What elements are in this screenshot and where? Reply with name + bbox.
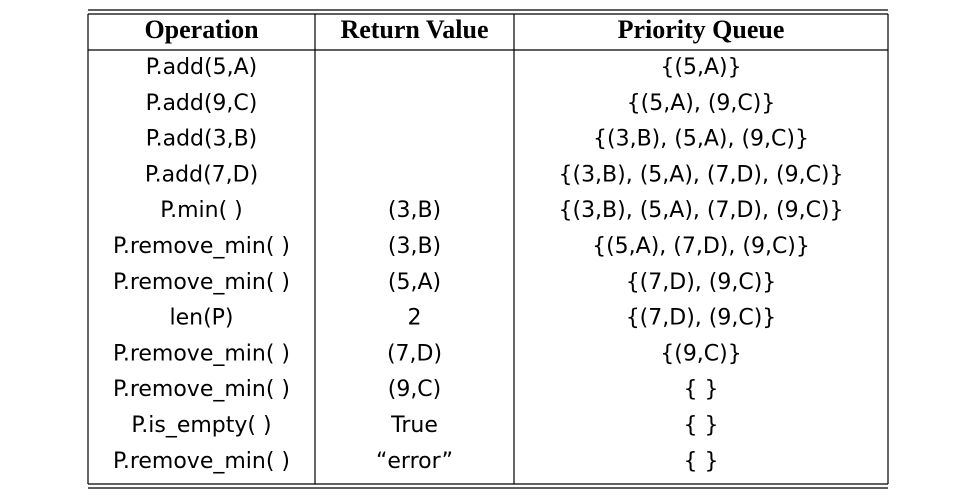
cell: (3,B) [388, 234, 441, 259]
cell: P.add(9,C) [146, 91, 258, 116]
cell: P.remove_min( ) [113, 449, 290, 474]
cell: {(5,A), (7,D), (9,C)} [592, 234, 810, 259]
cell: {(5,A)} [660, 55, 741, 80]
cell: P.is_empty( ) [131, 413, 271, 438]
cell: {(7,D), (9,C)} [626, 270, 777, 295]
cell: 2 [408, 306, 422, 331]
cell: P.add(5,A) [146, 55, 257, 80]
cell: (3,B) [388, 198, 441, 223]
cell: (7,D) [387, 341, 442, 366]
cell: “error” [376, 449, 453, 474]
cell: P.add(3,B) [146, 127, 258, 152]
header-cell: Operation [144, 15, 259, 44]
cell: {(3,B), (5,A), (9,C)} [593, 127, 809, 152]
cell: (5,A) [388, 270, 441, 295]
cell: {(5,A), (9,C)} [627, 91, 776, 116]
cell: P.remove_min( ) [113, 270, 290, 295]
cell: P.remove_min( ) [113, 341, 290, 366]
cell: {(7,D), (9,C)} [626, 306, 777, 331]
header-cell: Return Value [340, 15, 488, 44]
cell: {(3,B), (5,A), (7,D), (9,C)} [558, 198, 843, 223]
cell: len(P) [169, 306, 233, 331]
cell: P.remove_min( ) [113, 377, 290, 402]
cell: True [390, 413, 438, 438]
cell: P.remove_min( ) [113, 234, 290, 259]
cell: {(3,B), (5,A), (7,D), (9,C)} [558, 162, 843, 187]
cell: {(9,C)} [660, 341, 742, 366]
cell: { } [684, 377, 719, 402]
cell: { } [684, 413, 719, 438]
cell: P.add(7,D) [145, 162, 258, 187]
header-cell: Priority Queue [618, 15, 785, 44]
cell: (9,C) [388, 377, 442, 402]
cell: P.min( ) [160, 198, 242, 223]
cell: { } [684, 449, 719, 474]
